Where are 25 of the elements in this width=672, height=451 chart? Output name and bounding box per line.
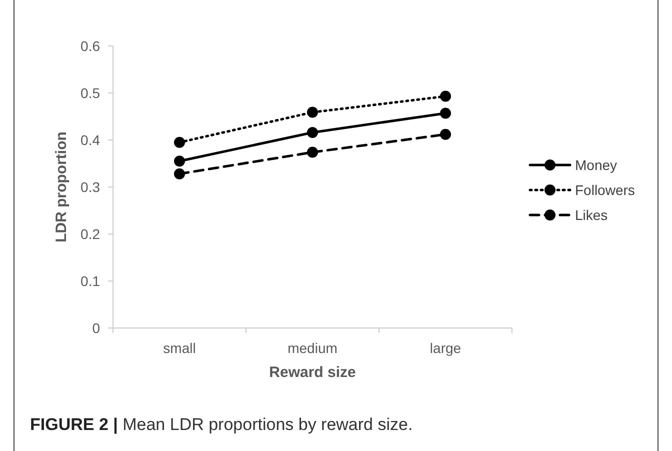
point [307,126,318,138]
x-tick-label: medium [288,340,338,356]
y-tick-label: 0.4 [80,132,100,148]
caption: FIGURE 2 | Mean LDR proportions by reward size. [30,415,413,434]
point [440,90,451,102]
x-axis-title: Reward size [269,364,356,381]
point [174,156,185,167]
legend-label: Likes [575,206,608,223]
y-tick-label: 0.2 [80,226,100,242]
x-tick-label: small [163,340,196,356]
y-tick-label: 0.1 [80,272,100,289]
x-tick-label: large [430,340,462,356]
legend-label: Money [575,156,618,173]
point [174,136,185,148]
point [440,128,451,140]
point [174,168,185,180]
point [307,106,318,118]
y-tick-label: 0.3 [80,178,100,195]
point [440,108,451,119]
y-tick-label: 0.5 [80,84,100,101]
y-axis-title: LDR proportion [53,132,70,242]
legend-label: Followers [575,182,635,198]
y-tick-label: 0.6 [80,38,100,54]
point [307,146,318,158]
y-tick-label: 0 [92,320,100,336]
